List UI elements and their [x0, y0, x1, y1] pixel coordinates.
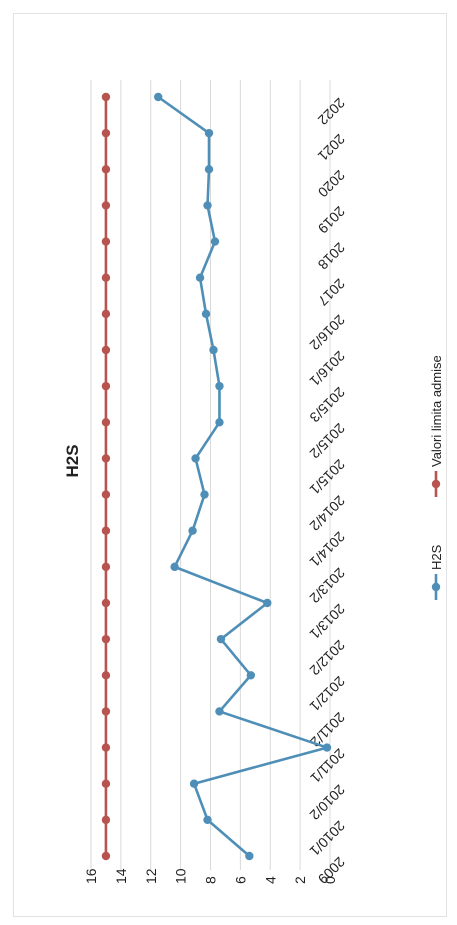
data-point — [101, 743, 111, 752]
data-point — [246, 671, 256, 680]
category-tick-label: 2013/2 — [306, 565, 348, 607]
chart-title: H2S — [63, 444, 82, 477]
category-tick-label: 2019 — [315, 203, 348, 236]
category-tick-label: 2012/1 — [306, 673, 348, 715]
category-tick-label: 2022 — [315, 95, 348, 128]
category-tick-label: 2016/1 — [306, 348, 348, 390]
value-tick-label: 14 — [113, 868, 129, 884]
category-tick-label: 2020 — [315, 167, 348, 200]
data-point — [101, 92, 111, 102]
series-line-1 — [157, 95, 329, 857]
data-point — [215, 418, 224, 427]
series-group — [101, 92, 332, 861]
value-tick-label: 12 — [143, 868, 159, 884]
data-point — [204, 128, 214, 138]
data-point — [101, 201, 111, 210]
data-point — [203, 201, 212, 210]
data-point — [215, 381, 224, 391]
data-point — [101, 851, 111, 861]
data-point — [322, 743, 332, 752]
category-tick-label: 2010/1 — [306, 818, 348, 860]
value-tick-label: 10 — [173, 868, 189, 884]
data-point — [101, 490, 111, 499]
data-point — [101, 779, 111, 788]
data-point — [195, 273, 205, 282]
data-point — [170, 562, 179, 572]
data-point — [189, 779, 199, 788]
legend-entry: H2S — [429, 544, 444, 600]
category-tick-label: 2013/1 — [306, 601, 348, 643]
value-tick-label: 6 — [232, 876, 248, 884]
category-axis-ticks: 20092010/12010/22011/12011/22012/12012/2… — [306, 95, 348, 887]
category-tick-label: 2021 — [315, 131, 348, 164]
category-tick-label: 2015/3 — [306, 384, 348, 426]
value-tick-label: 0 — [322, 876, 338, 884]
data-point — [101, 345, 111, 355]
category-tick-label: 2017 — [315, 276, 348, 309]
value-tick-label: 16 — [83, 868, 99, 884]
data-point — [101, 526, 111, 535]
category-tick-label: 2016/2 — [306, 312, 348, 354]
data-point — [263, 598, 272, 608]
data-point — [101, 273, 111, 282]
category-tick-label: 2010/2 — [306, 782, 348, 824]
category-tick-label: 2015/1 — [306, 456, 348, 498]
category-tick-label: 2014/2 — [306, 492, 348, 534]
data-point — [101, 671, 111, 680]
gridlines — [90, 80, 331, 870]
data-point — [216, 634, 226, 644]
data-point — [203, 815, 212, 825]
category-tick-label: 2014/1 — [306, 529, 348, 571]
legend: H2S Valori limita admise — [429, 355, 444, 600]
data-point — [204, 165, 214, 174]
legend-label: Valori limita admise — [429, 355, 444, 467]
data-point — [101, 309, 111, 319]
value-axis-ticks: 0 2 4 6 8 10 12 14 16 — [83, 868, 338, 884]
value-tick-label: 4 — [262, 876, 278, 884]
legend-swatch-marker — [431, 479, 441, 489]
data-point — [245, 851, 254, 861]
data-point — [191, 454, 200, 463]
category-tick-label: 2015/2 — [306, 420, 348, 462]
data-point — [201, 309, 211, 319]
legend-swatch-marker — [431, 582, 441, 592]
category-tick-label: 2012/2 — [306, 637, 348, 679]
data-point — [101, 634, 111, 644]
chart-frame — [13, 13, 447, 917]
data-point — [210, 237, 220, 246]
data-point — [154, 92, 163, 102]
data-point — [101, 562, 111, 572]
data-point — [101, 165, 111, 174]
data-point — [101, 707, 111, 716]
legend-entry: Valori limita admise — [429, 355, 444, 497]
data-point — [101, 128, 111, 138]
data-point — [101, 418, 111, 427]
data-point — [101, 598, 111, 608]
data-point — [101, 381, 111, 391]
data-point — [101, 237, 111, 246]
value-tick-label: 2 — [292, 876, 308, 884]
value-tick-label: 8 — [203, 876, 219, 884]
legend-label: H2S — [429, 544, 444, 570]
data-point — [209, 345, 218, 355]
data-point — [200, 490, 209, 499]
data-point — [101, 454, 111, 463]
data-point — [215, 707, 224, 716]
category-tick-label: 2018 — [315, 239, 348, 272]
data-point — [188, 526, 197, 535]
data-point — [101, 815, 111, 825]
